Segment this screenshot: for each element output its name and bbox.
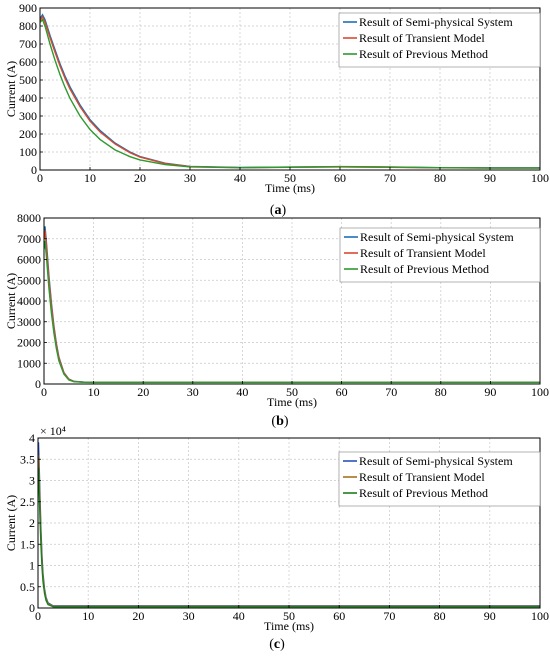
y-tick-label: 100 — [19, 145, 37, 159]
x-tick-label: 10 — [82, 609, 94, 623]
x-tick-label: 50 — [284, 171, 296, 185]
x-tick-label: 40 — [234, 171, 246, 185]
y-exponent-label: × 10⁴ — [40, 424, 66, 438]
x-tick-label: 20 — [134, 171, 146, 185]
y-tick-label: 1 — [29, 559, 35, 573]
y-tick-label: 200 — [19, 127, 37, 141]
legend-entry: Result of Previous Method — [359, 486, 488, 500]
panel-c: 0 10 20 30 40 50 60 70 80 90 100 0 0.5 1 1.5 2 2.5 3 3.5 4 ×… — [4, 424, 549, 652]
x-tick-label: 90 — [484, 385, 496, 399]
y-tick-label: 5000 — [17, 273, 41, 287]
legend-entry: Result of Transient Model — [359, 470, 485, 484]
x-tick-label: 50 — [286, 385, 298, 399]
y-axis-label: Current (A) — [4, 61, 18, 117]
x-tick-label: 40 — [236, 385, 248, 399]
panel-caption-letter: a — [275, 203, 282, 218]
legend: Result of Semi-physical System Result of … — [339, 227, 541, 283]
series-group — [40, 13, 540, 169]
y-tick-label: 2000 — [17, 336, 41, 350]
panel-caption-letter: c — [274, 637, 280, 652]
series-line-3 — [44, 240, 540, 384]
y-tick-label: 6000 — [17, 253, 41, 267]
y-tick-label: 2.5 — [20, 495, 35, 509]
panel-a: 0 10 20 30 40 50 60 70 80 90 100010020030040050060… — [4, 1, 549, 218]
y-axis-label: Current (A) — [4, 273, 18, 329]
series-line-3 — [38, 467, 540, 608]
y-tick-label: 600 — [19, 55, 37, 69]
series-group — [38, 442, 540, 608]
y-axis-label: Current (A) — [4, 495, 18, 551]
x-tick-label: 80 — [434, 609, 446, 623]
y-tick-label: 700 — [19, 37, 37, 51]
x-tick-label: 0 — [35, 609, 41, 623]
y-tick-label: 4 — [29, 431, 35, 445]
legend-frame — [339, 227, 541, 283]
y-tick-label: 1000 — [17, 356, 41, 370]
y-tick-label: 3000 — [17, 315, 41, 329]
panel-caption: (a) — [270, 203, 287, 218]
legend-entry: Result of Semi-physical System — [360, 230, 514, 244]
y-tick-label: 0.5 — [20, 580, 35, 594]
legend-frame — [338, 451, 541, 507]
x-tick-label: 100 — [531, 171, 549, 185]
x-axis-label: Time (ms) — [265, 181, 315, 195]
x-tick-label: 70 — [385, 385, 397, 399]
y-tick-label: 4000 — [17, 294, 41, 308]
y-tick-label: 7000 — [17, 232, 41, 246]
panel-caption: (b) — [271, 414, 288, 429]
legend-entry: Result of Semi-physical System — [359, 454, 513, 468]
x-tick-label: 80 — [435, 385, 447, 399]
x-tick-label: 30 — [187, 385, 199, 399]
x-tick-label: 100 — [531, 609, 549, 623]
y-tick-label: 500 — [19, 73, 37, 87]
x-tick-label: 0 — [41, 385, 47, 399]
x-tick-label: 60 — [334, 171, 346, 185]
legend-entry: Result of Semi-physical System — [359, 15, 513, 29]
x-tick-label: 30 — [184, 171, 196, 185]
x-tick-label: 30 — [183, 609, 195, 623]
y-tick-label: 0 — [35, 377, 41, 391]
x-tick-label: 10 — [84, 171, 96, 185]
x-tick-label: 10 — [88, 385, 100, 399]
y-tick-label: 0 — [29, 601, 35, 615]
y-tick-label: 900 — [19, 1, 37, 15]
panel-b: 0 10 20 30 40 50 60 70 80 90 100010002000300040005… — [4, 211, 549, 429]
legend-entry: Result of Previous Method — [360, 262, 489, 276]
x-tick-label: 70 — [384, 171, 396, 185]
legend-entry: Result of Transient Model — [359, 31, 485, 45]
x-tick-label: 70 — [383, 609, 395, 623]
x-tick-label: 40 — [233, 609, 245, 623]
y-tick-label: 3.5 — [20, 452, 35, 466]
x-tick-label: 20 — [137, 385, 149, 399]
y-tick-label: 400 — [19, 91, 37, 105]
y-tick-label: 800 — [19, 19, 37, 33]
x-axis-label: Time (ms) — [267, 395, 317, 409]
legend: Result of Semi-physical System Result of … — [338, 12, 541, 68]
x-tick-label: 80 — [434, 171, 446, 185]
x-tick-label: 90 — [484, 171, 496, 185]
x-axis-label: Time (ms) — [264, 619, 314, 633]
y-tick-label: 300 — [19, 109, 37, 123]
series-group — [44, 226, 540, 384]
y-tick-label: 8000 — [17, 211, 41, 225]
y-tick-label: 1.5 — [20, 537, 35, 551]
y-tick-label: 2 — [29, 516, 35, 530]
legend-entry: Result of Transient Model — [360, 246, 486, 260]
x-tick-label: 90 — [484, 609, 496, 623]
series-line-3 — [40, 18, 540, 169]
legend-entry: Result of Previous Method — [359, 47, 488, 61]
panel-caption: (c) — [269, 637, 285, 652]
x-tick-label: 100 — [531, 385, 549, 399]
x-tick-label: 20 — [132, 609, 144, 623]
panel-caption-letter: b — [276, 414, 284, 429]
legend: Result of Semi-physical System Result of … — [338, 451, 541, 507]
legend-frame — [338, 12, 541, 68]
x-tick-label: 60 — [336, 385, 348, 399]
y-tick-label: 3 — [29, 474, 35, 488]
x-tick-label: 60 — [333, 609, 345, 623]
y-tick-label: 0 — [31, 163, 37, 177]
x-tick-label: 50 — [283, 609, 295, 623]
x-tick-label: 0 — [37, 171, 43, 185]
